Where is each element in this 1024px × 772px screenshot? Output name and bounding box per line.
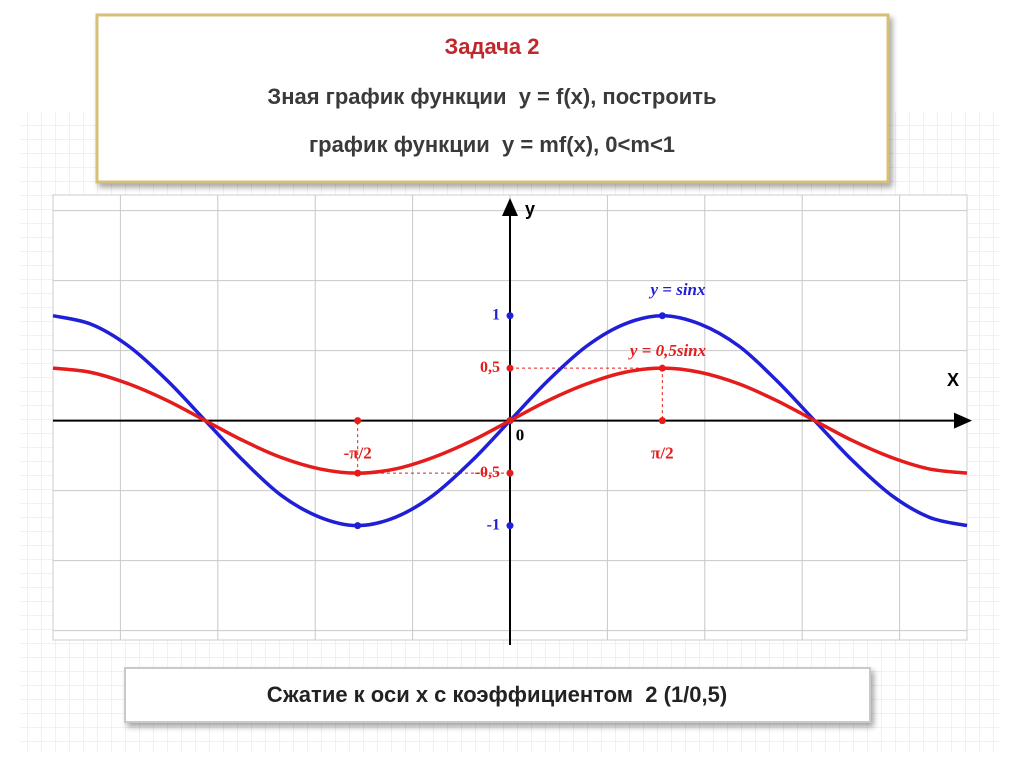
task-line: график функции y = mf(x), 0<m<1 <box>309 132 675 157</box>
y-tick-dot <box>506 522 514 530</box>
y-tick-label: 0,5 <box>480 359 500 376</box>
point-dot <box>658 312 666 320</box>
point-dot <box>506 417 514 425</box>
y-tick-label: 1 <box>492 306 500 323</box>
task-line: Зная график функции y = f(x), построить <box>267 84 716 109</box>
plot: Xy 1 0,5 -0,5 -1 -π/2 0 π/2 y = sinx y = 0,5sinx <box>52 198 972 645</box>
point-dot <box>354 522 362 530</box>
heading: Задача 2 <box>444 34 539 59</box>
y-axis-label: y <box>525 199 535 219</box>
point-dot <box>658 364 666 372</box>
caption-box <box>124 667 871 723</box>
y-tick-dot <box>506 312 514 320</box>
series-label: y = sinx <box>648 280 706 299</box>
x-tick-label: 0 <box>516 426 525 445</box>
task-box <box>95 13 890 184</box>
y-tick-label: -1 <box>487 516 500 533</box>
series-label: y = 0,5sinx <box>628 341 707 360</box>
x-axis-label: X <box>947 370 959 390</box>
x-tick-label: π/2 <box>651 444 674 463</box>
point-dot <box>354 469 362 477</box>
x-tick-dot <box>354 417 362 425</box>
y-tick-label: -0,5 <box>475 464 500 481</box>
x-tick-dot <box>658 417 666 425</box>
caption: Сжатие к оси x с коэффициентом 2 (1/0,5) <box>267 682 727 707</box>
x-tick-label: -π/2 <box>344 444 372 463</box>
